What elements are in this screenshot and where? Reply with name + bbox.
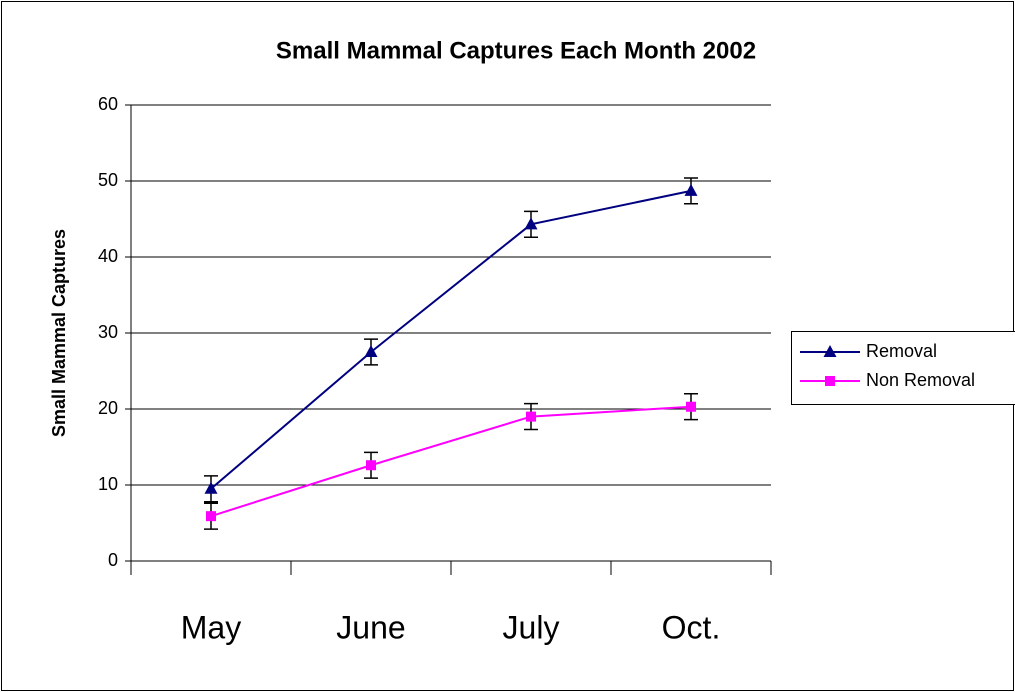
- data-point: [366, 460, 376, 471]
- data-point: [524, 217, 538, 230]
- legend-label: Non Removal: [866, 370, 975, 390]
- data-point: [686, 401, 696, 412]
- legend-marker: [825, 376, 835, 386]
- y-tick-label: 20: [98, 398, 118, 418]
- data-point: [206, 511, 216, 522]
- chart-title: Small Mammal Captures Each Month 2002: [276, 37, 756, 64]
- x-tick-label: June: [336, 609, 405, 645]
- y-tick-label: 0: [108, 550, 118, 570]
- data-point: [526, 411, 536, 422]
- data-point: [204, 481, 218, 494]
- x-tick-label: Oct.: [662, 609, 721, 645]
- legend-label: Removal: [866, 341, 937, 361]
- x-tick-label: July: [503, 609, 560, 645]
- y-tick-label: 50: [98, 170, 118, 190]
- y-axis-label: Small Mammal Captures: [49, 229, 69, 437]
- legend-box: [791, 331, 1015, 405]
- series-line: [210, 405, 692, 518]
- y-tick-label: 60: [98, 94, 118, 114]
- y-tick-label: 40: [98, 246, 118, 266]
- x-tick-label: May: [181, 609, 241, 645]
- data-point: [364, 345, 378, 357]
- y-tick-label: 30: [98, 322, 118, 342]
- data-point: [684, 183, 698, 196]
- series-line: [210, 189, 692, 490]
- y-tick-label: 10: [98, 474, 118, 494]
- legend-marker: [823, 345, 837, 357]
